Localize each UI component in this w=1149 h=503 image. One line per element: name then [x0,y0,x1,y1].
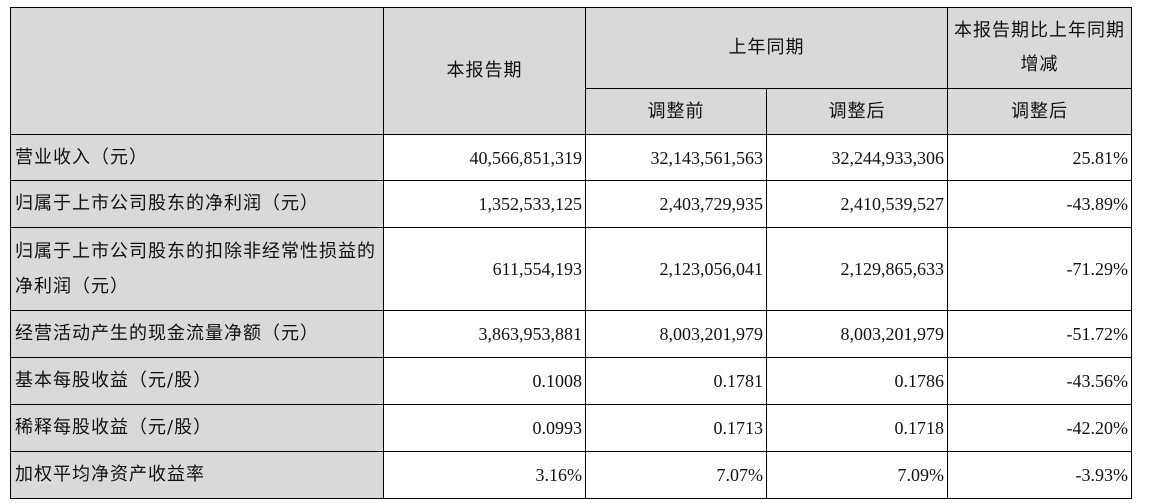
current-value: 3,863,953,881 [383,310,586,358]
row-label: 加权平均净资产收益率 [10,451,384,499]
header-current-period: 本报告期 [383,7,586,135]
before-adjustment-value: 0.1781 [585,357,767,405]
before-adjustment-value: 7.07% [585,451,767,499]
after-adjustment-value: 2,410,539,527 [766,180,948,228]
header-row-top: 本报告期 上年同期 本报告期比上年同期增减 [10,7,1132,135]
header-after-adjustment: 调整后 [766,88,948,135]
table-row: 经营活动产生的现金流量净额（元） 3,863,953,881 8,003,201… [10,310,1132,358]
header-after-adjustment-change: 调整后 [947,88,1132,135]
header-same-period-last-year: 上年同期 [585,7,948,89]
before-adjustment-value: 32,143,561,563 [585,134,767,181]
table-row: 归属于上市公司股东的扣除非经常性损益的净利润（元） 611,554,193 2,… [10,227,1132,311]
current-value: 3.16% [383,451,586,499]
header-change-ratio-text: 本报告期比上年同期增减 [954,20,1125,75]
change-value: -42.20% [947,404,1132,452]
header-row-bottom: 调整前 调整后 调整后 [11,88,1132,135]
table-row: 营业收入（元） 40,566,851,319 32,143,561,563 32… [10,134,1132,181]
row-label: 归属于上市公司股东的扣除非经常性损益的净利润（元） [10,227,384,311]
change-value: -71.29% [947,227,1132,311]
row-label: 基本每股收益（元/股） [10,357,384,405]
row-label: 营业收入（元） [10,134,384,181]
current-value: 0.1008 [383,357,586,405]
after-adjustment-value: 0.1718 [766,404,948,452]
header-corner-cell [10,7,384,135]
before-adjustment-value: 8,003,201,979 [585,310,767,358]
current-value: 1,352,533,125 [383,180,586,228]
after-adjustment-value: 32,244,933,306 [766,134,948,181]
before-adjustment-value: 2,403,729,935 [585,180,767,228]
change-value: -43.56% [947,357,1132,405]
current-value: 0.0993 [383,404,586,452]
after-adjustment-value: 7.09% [766,451,948,499]
header-before-adjustment: 调整前 [585,88,767,135]
table-row: 稀释每股收益（元/股） 0.0993 0.1713 0.1718 -42.20% [10,404,1132,452]
row-label: 归属于上市公司股东的净利润（元） [10,180,384,228]
change-value: -51.72% [947,310,1132,358]
after-adjustment-value: 0.1786 [766,357,948,405]
row-label: 经营活动产生的现金流量净额（元） [10,310,384,358]
change-value: -43.89% [947,180,1132,228]
before-adjustment-value: 2,123,056,041 [585,227,767,311]
table-row: 加权平均净资产收益率 3.16% 7.07% 7.09% -3.93% [10,451,1132,499]
financial-data-table: 本报告期 上年同期 本报告期比上年同期增减 调整前 调整后 调整后 营业收入（元… [10,7,1132,499]
table-row: 基本每股收益（元/股） 0.1008 0.1781 0.1786 -43.56% [10,357,1132,405]
change-value: 25.81% [947,134,1132,181]
row-label: 稀释每股收益（元/股） [10,404,384,452]
table-row: 归属于上市公司股东的净利润（元） 1,352,533,125 2,403,729… [10,180,1132,228]
after-adjustment-value: 2,129,865,633 [766,227,948,311]
header-change-ratio: 本报告期比上年同期增减 [947,7,1132,89]
after-adjustment-value: 8,003,201,979 [766,310,948,358]
change-value: -3.93% [947,451,1132,499]
current-value: 40,566,851,319 [383,134,586,181]
current-value: 611,554,193 [383,227,586,311]
before-adjustment-value: 0.1713 [585,404,767,452]
